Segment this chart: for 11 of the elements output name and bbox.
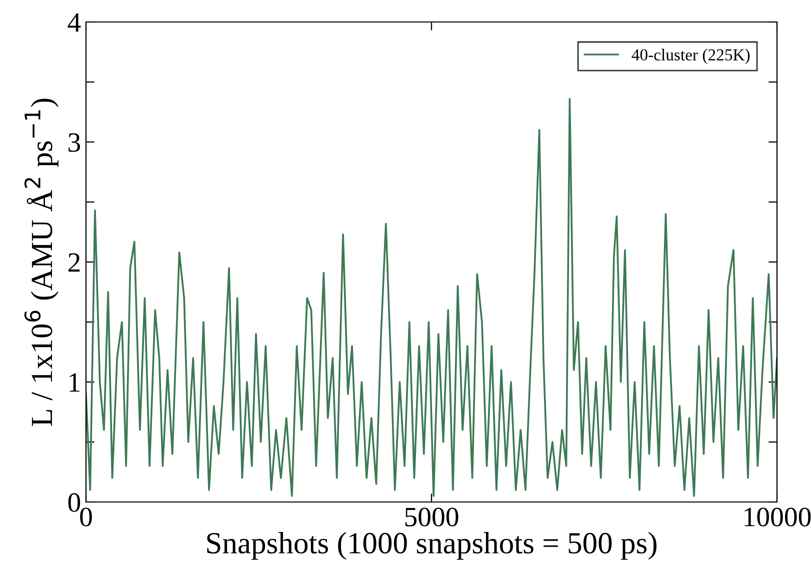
y-axis-title: L / 1x10$^{6}$ (AMU Å$^{2}$ ps$^{−1}$) <box>24 98 58 426</box>
y-tick-label: 3 <box>68 133 80 152</box>
line-series <box>86 98 777 497</box>
y-tick-label: 2 <box>68 253 80 272</box>
x-tick-label: 5000 <box>405 508 458 526</box>
x-axis-title: Snapshots (1000 snapshots = 500 ps) <box>207 532 656 560</box>
x-tick-label: 10000 <box>744 508 811 526</box>
y-tick-label: 4 <box>68 13 81 32</box>
legend-label: 40-cluster (225K) <box>632 48 750 64</box>
y-tick-label: 1 <box>70 373 80 392</box>
y-tick-label: 0 <box>68 493 80 512</box>
